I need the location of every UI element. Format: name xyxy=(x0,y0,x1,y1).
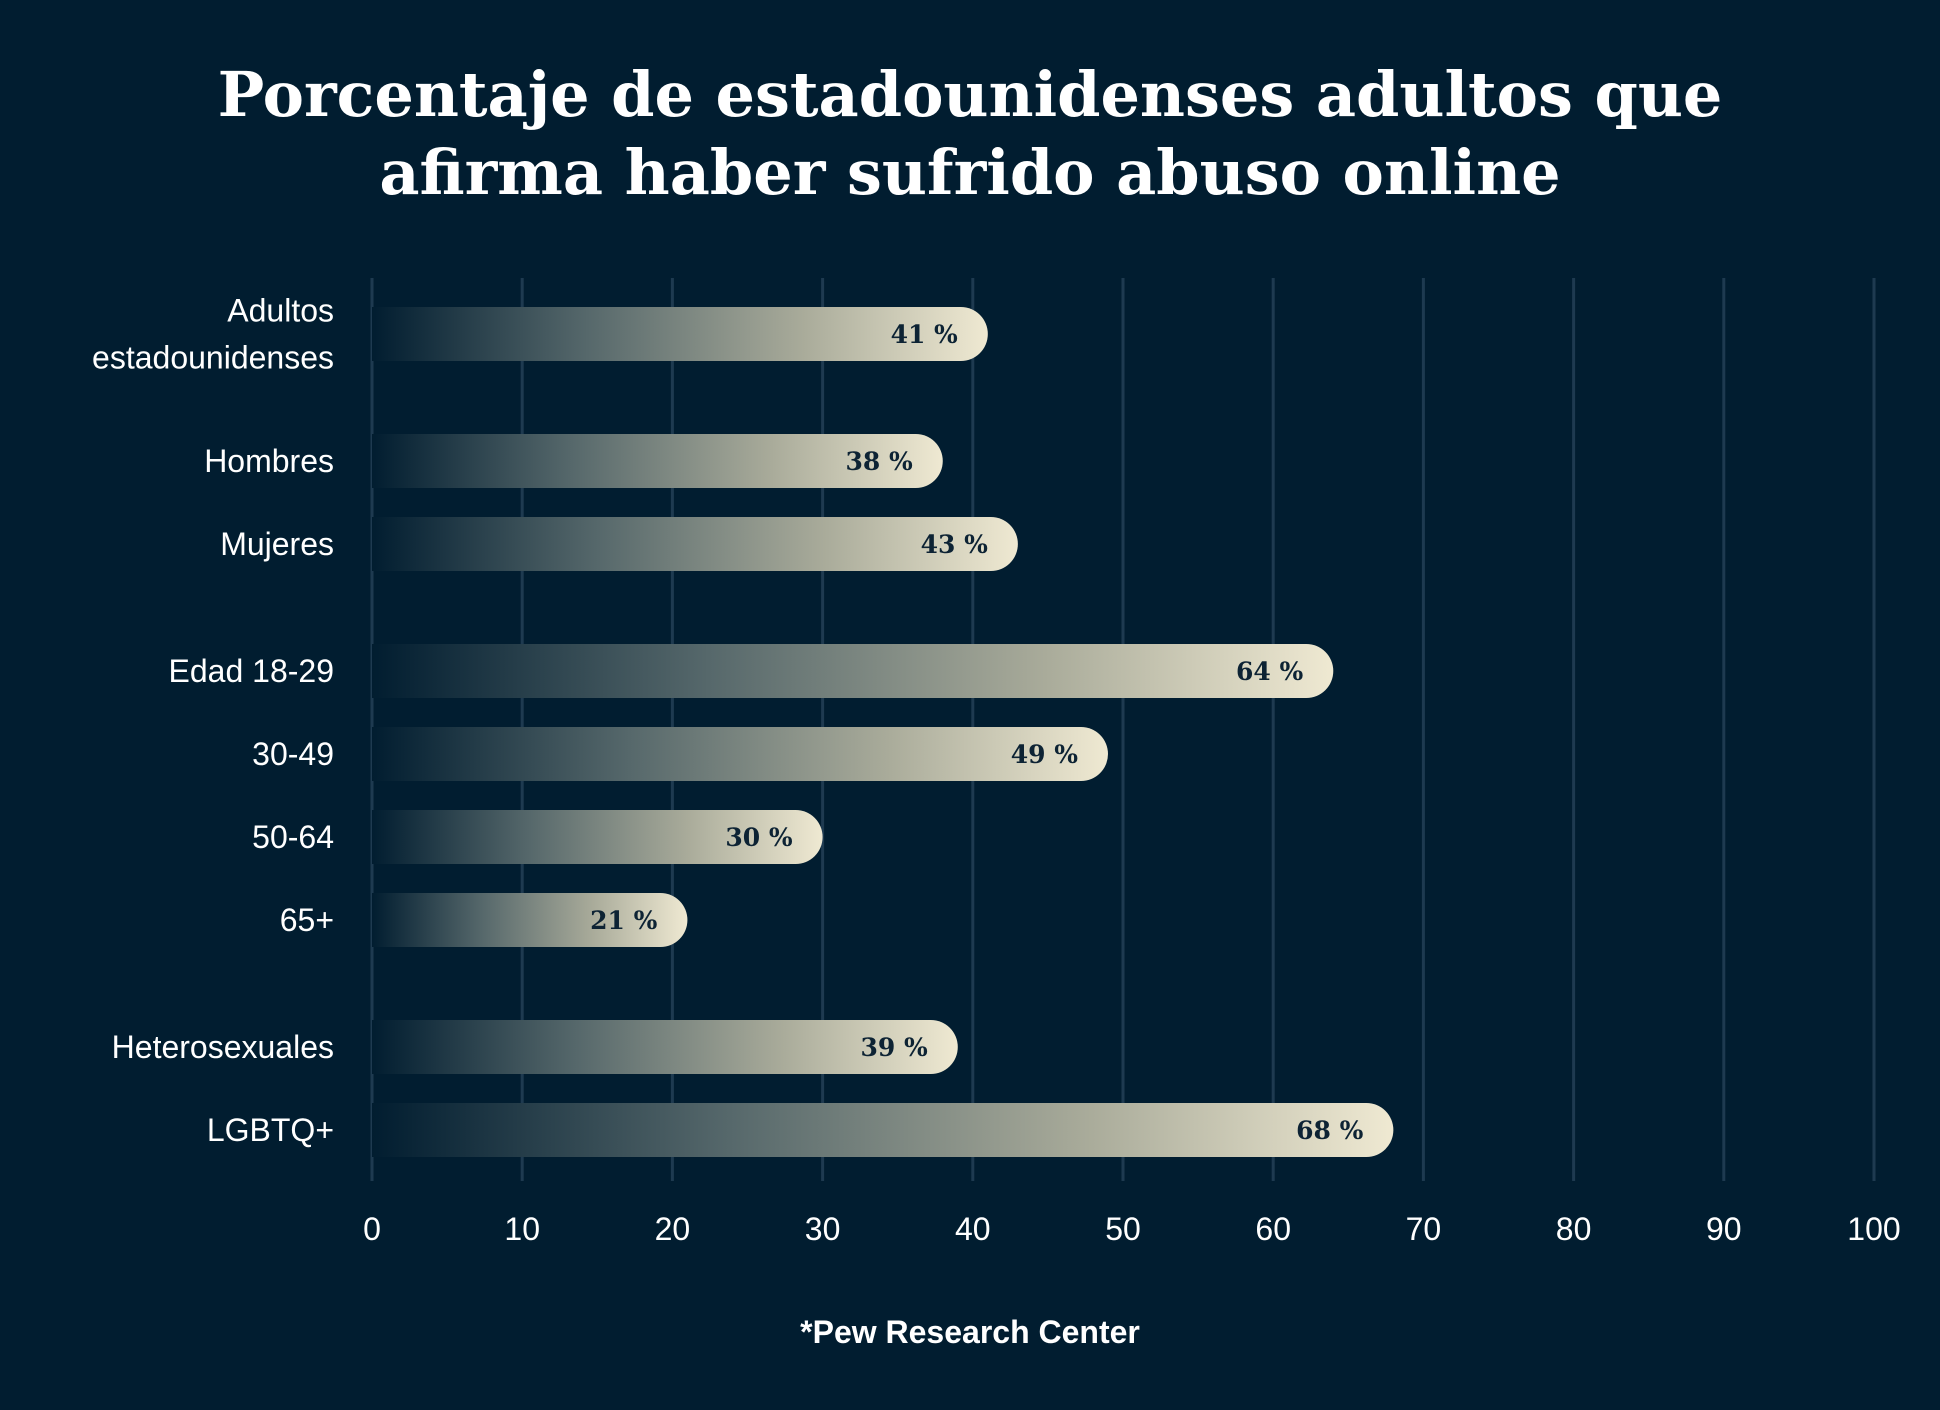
bar-row: 49 % 30-49 xyxy=(252,727,1108,781)
category-label: Mujeres xyxy=(220,526,334,562)
category-label: 50-64 xyxy=(252,819,334,855)
bar xyxy=(372,644,1334,698)
bar xyxy=(372,810,823,864)
bar-row: 30 % 50-64 xyxy=(252,810,823,864)
bar xyxy=(372,434,943,488)
category-label: Hombres xyxy=(204,443,334,479)
bar-value-label: 30 % xyxy=(725,823,792,852)
bar-value-label: 41 % xyxy=(891,320,958,349)
bar xyxy=(372,1020,958,1074)
bar-value-label: 68 % xyxy=(1296,1116,1363,1145)
category-label: LGBTQ+ xyxy=(207,1112,334,1148)
x-tick-label: 40 xyxy=(955,1211,991,1247)
bar-value-label: 21 % xyxy=(590,906,657,935)
x-tick-label: 0 xyxy=(363,1211,381,1247)
bar-row: 43 % Mujeres xyxy=(220,517,1018,571)
x-tick-label: 100 xyxy=(1847,1211,1900,1247)
category-label: estadounidenses xyxy=(92,340,334,376)
bar-value-label: 43 % xyxy=(921,530,988,559)
bar xyxy=(372,307,988,361)
category-label: Adultos xyxy=(227,293,334,329)
x-tick-label: 90 xyxy=(1706,1211,1742,1247)
category-label: Heterosexuales xyxy=(112,1029,334,1065)
source-note: *Pew Research Center xyxy=(800,1314,1140,1350)
bar-value-label: 49 % xyxy=(1011,740,1078,769)
chart-title-line-2: afirma haber sufrido abuso online xyxy=(379,136,1561,209)
bar-row: 41 % Adultos estadounidenses xyxy=(92,293,988,376)
x-tick-label: 80 xyxy=(1556,1211,1592,1247)
bar-row: 68 % LGBTQ+ xyxy=(207,1103,1394,1157)
x-tick-label: 20 xyxy=(655,1211,691,1247)
category-label: 65+ xyxy=(280,902,334,938)
category-label: 30-49 xyxy=(252,736,334,772)
x-tick-label: 30 xyxy=(805,1211,841,1247)
bar xyxy=(372,893,688,947)
bar-value-label: 38 % xyxy=(846,447,913,476)
x-tick-label: 10 xyxy=(504,1211,540,1247)
x-tick-label: 70 xyxy=(1406,1211,1442,1247)
bar xyxy=(372,1103,1394,1157)
bar-row: 38 % Hombres xyxy=(204,434,943,488)
bar-row: 21 % 65+ xyxy=(280,893,688,947)
x-tick-label: 50 xyxy=(1105,1211,1141,1247)
bar-value-label: 64 % xyxy=(1236,657,1303,686)
chart-title-line-1: Porcentaje de estadounidenses adultos qu… xyxy=(217,58,1723,131)
x-tick-label: 60 xyxy=(1255,1211,1291,1247)
bar xyxy=(372,517,1018,571)
chart-title: Porcentaje de estadounidenses adultos qu… xyxy=(0,56,1940,212)
bar xyxy=(372,727,1108,781)
bar-value-label: 39 % xyxy=(861,1033,928,1062)
bar-row: 39 % Heterosexuales xyxy=(112,1020,958,1074)
bar-row: 64 % Edad 18-29 xyxy=(169,644,1334,698)
category-label: Edad 18-29 xyxy=(169,653,334,689)
